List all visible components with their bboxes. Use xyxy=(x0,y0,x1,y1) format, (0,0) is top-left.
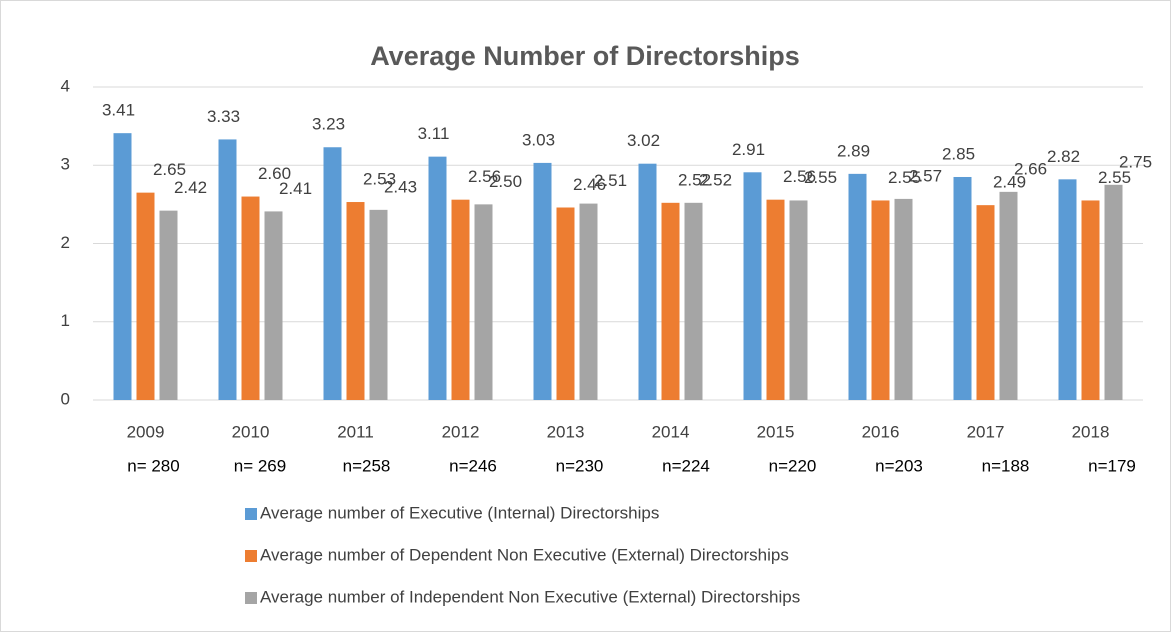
legend-label: Average number of Dependent Non Executiv… xyxy=(260,545,789,564)
value-label: 2.82 xyxy=(1047,147,1080,166)
legend-swatch xyxy=(245,592,257,604)
bar xyxy=(661,202,680,400)
x-tick-label: 2018 xyxy=(1072,422,1110,441)
legend-swatch xyxy=(245,550,257,562)
x-tick-label: 2016 xyxy=(862,422,900,441)
x-tick-label: 2015 xyxy=(757,422,795,441)
sample-size-label: n=258 xyxy=(343,456,391,475)
value-label: 2.52 xyxy=(678,170,711,189)
value-label: 3.02 xyxy=(627,131,660,150)
value-label: 2.50 xyxy=(489,172,522,191)
bar xyxy=(451,199,470,400)
bar xyxy=(848,173,867,400)
value-label: 2.55 xyxy=(1098,168,1131,187)
bar xyxy=(579,203,598,400)
value-label: 2.55 xyxy=(888,168,921,187)
value-label: 2.89 xyxy=(837,141,870,160)
value-label: 2.57 xyxy=(909,166,942,185)
x-tick-label: 2011 xyxy=(337,422,374,441)
bar xyxy=(1058,179,1077,400)
value-label: 2.53 xyxy=(363,170,396,189)
value-label: 2.42 xyxy=(174,178,207,197)
value-label: 2.46 xyxy=(573,175,606,194)
value-label: 3.03 xyxy=(522,130,555,149)
bar xyxy=(976,205,995,400)
y-tick-label: 0 xyxy=(61,389,70,408)
value-label: 2.41 xyxy=(279,179,312,198)
value-label: 2.75 xyxy=(1119,152,1152,171)
value-label: 3.33 xyxy=(207,107,240,126)
y-tick-label: 2 xyxy=(61,233,70,252)
x-tick-label: 2010 xyxy=(232,422,270,441)
bar xyxy=(684,202,703,400)
y-tick-label: 3 xyxy=(61,155,70,174)
bar xyxy=(871,200,890,400)
sample-size-label: n=188 xyxy=(982,456,1030,475)
sample-size-label: n=203 xyxy=(875,456,923,475)
chart-title: Average Number of Directorships xyxy=(370,41,800,71)
sample-size-label: n= 269 xyxy=(234,456,286,475)
x-tick-label: 2013 xyxy=(547,422,585,441)
bar xyxy=(323,147,342,400)
bar xyxy=(159,210,178,400)
x-tick-label: 2017 xyxy=(967,422,1005,441)
value-label: 3.41 xyxy=(102,101,135,120)
bar xyxy=(533,162,552,400)
sample-size-label: n= 280 xyxy=(127,456,179,475)
legend-label: Average number of Independent Non Execut… xyxy=(260,587,800,606)
value-label: 3.11 xyxy=(418,124,450,143)
bar xyxy=(1081,200,1100,400)
sample-size-label: n=246 xyxy=(449,456,497,475)
value-label: 2.91 xyxy=(732,140,765,159)
value-label: 2.66 xyxy=(1014,159,1047,178)
x-tick-label: 2012 xyxy=(442,422,480,441)
bar xyxy=(369,209,388,400)
bar xyxy=(218,139,237,401)
sample-size-label: n=230 xyxy=(556,456,604,475)
bar xyxy=(474,204,493,400)
bar xyxy=(1104,184,1123,400)
bar xyxy=(264,211,283,400)
bar xyxy=(241,196,260,400)
sample-size-label: n=179 xyxy=(1088,456,1136,475)
bar xyxy=(953,176,972,400)
bar xyxy=(113,133,132,401)
bar xyxy=(789,200,808,400)
legend-label: Average number of Executive (Internal) D… xyxy=(260,503,659,522)
bar xyxy=(428,156,447,400)
value-label: 2.55 xyxy=(804,168,837,187)
bar xyxy=(894,198,913,400)
value-label: 2.43 xyxy=(384,177,417,196)
bar xyxy=(136,192,155,400)
value-label: 2.56 xyxy=(468,167,501,186)
value-label: 2.52 xyxy=(699,170,732,189)
value-label: 2.65 xyxy=(153,160,186,179)
value-label: 2.60 xyxy=(258,164,291,183)
bar xyxy=(556,207,575,400)
bar xyxy=(766,199,785,400)
x-tick-label: 2014 xyxy=(652,422,690,441)
bar xyxy=(638,163,657,400)
bar xyxy=(743,172,762,400)
bar xyxy=(999,191,1018,400)
value-label: 2.51 xyxy=(594,171,627,190)
value-label: 2.85 xyxy=(942,144,975,163)
bar xyxy=(346,202,365,400)
x-tick-label: 2009 xyxy=(127,422,165,441)
y-tick-label: 1 xyxy=(61,311,70,330)
value-label: 3.23 xyxy=(312,115,345,134)
y-tick-label: 4 xyxy=(61,76,70,95)
legend-swatch xyxy=(245,508,257,520)
sample-size-label: n=220 xyxy=(769,456,817,475)
value-label: 2.49 xyxy=(993,173,1026,192)
sample-size-label: n=224 xyxy=(662,456,710,475)
value-label: 2.56 xyxy=(783,167,816,186)
